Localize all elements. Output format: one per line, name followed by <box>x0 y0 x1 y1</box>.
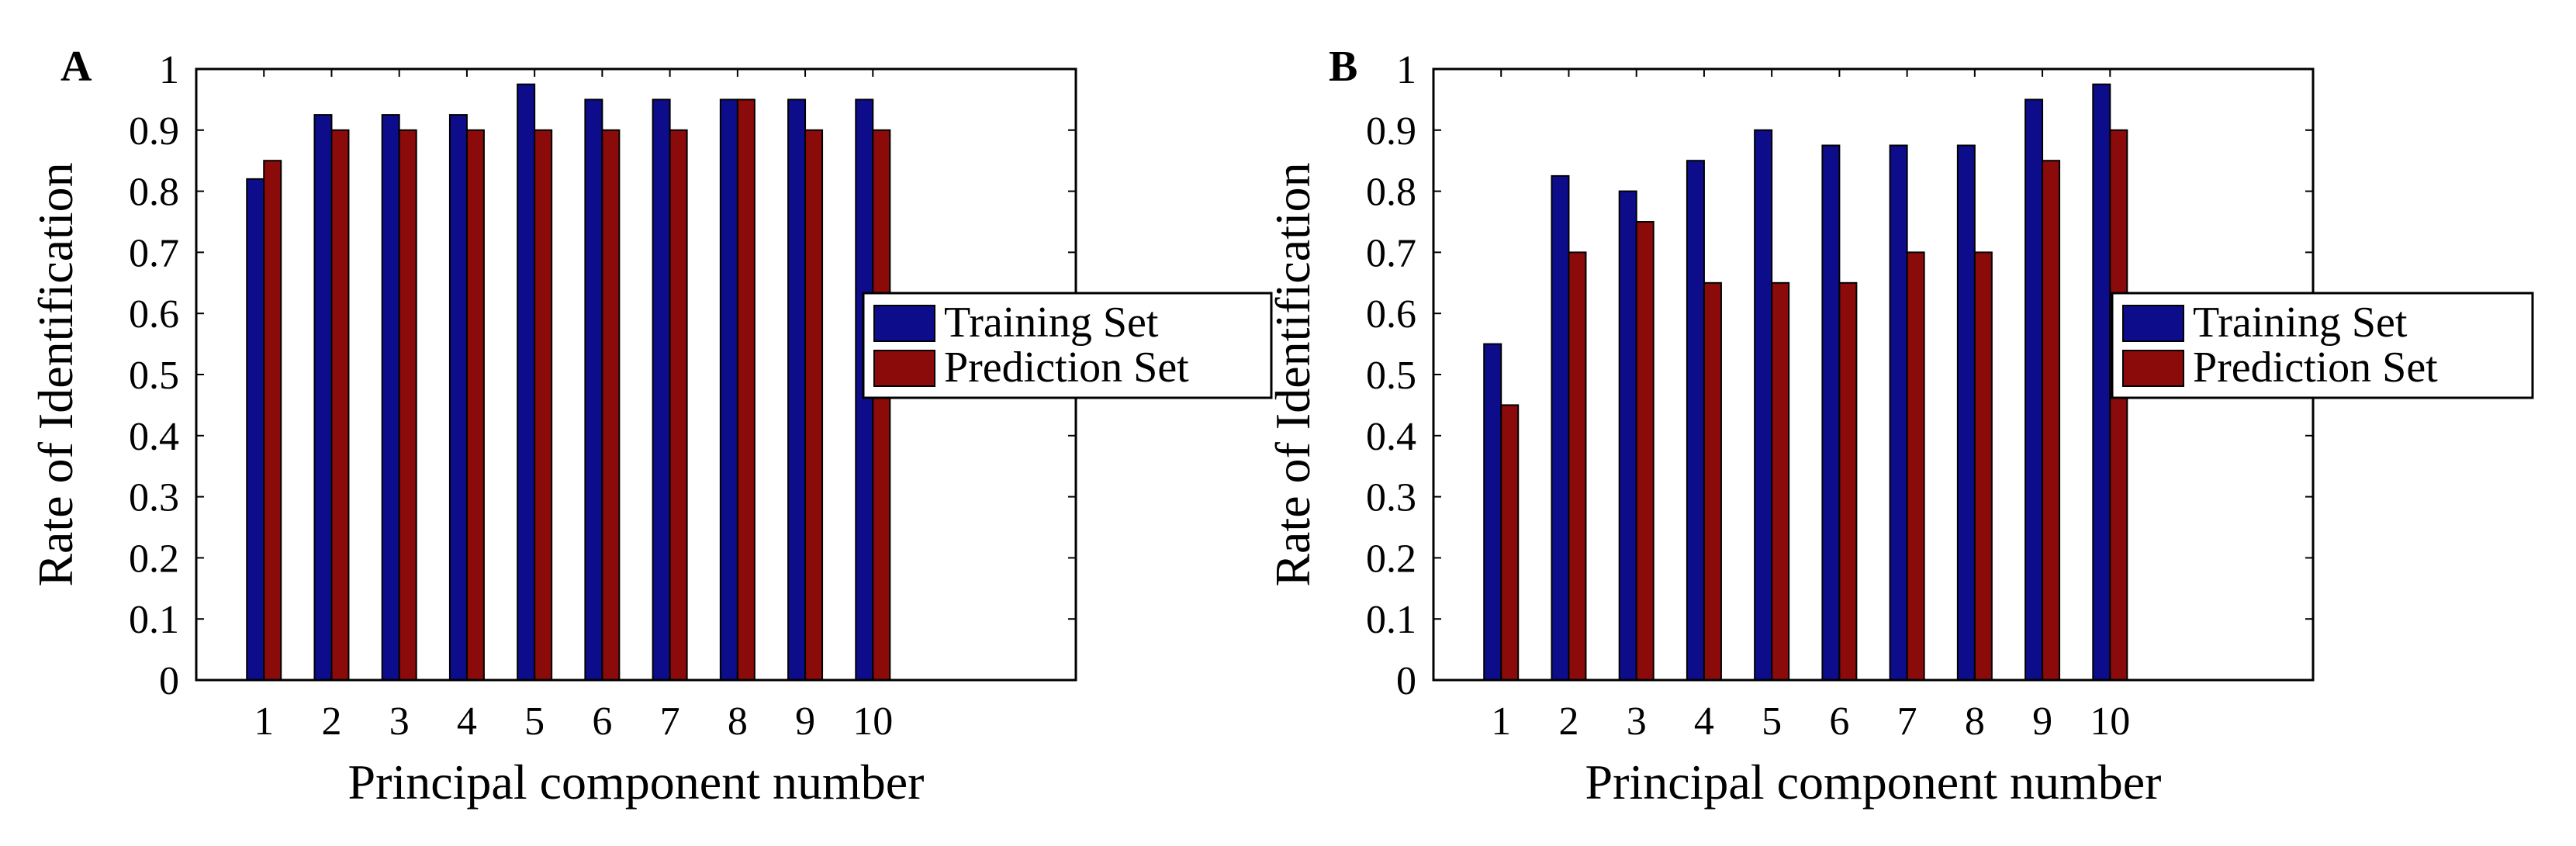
x-axis-label: Principal component number <box>348 754 925 810</box>
panel-a: A 0 0.1 0.2 0.3 0.4 0.5 0.6 0.7 0.8 0.9 1 1 2 3 4 5 6 7 8 9 1… <box>28 43 1273 810</box>
y-axis-label: Rate of Identification <box>28 162 83 586</box>
bar-prediction-6 <box>601 129 621 682</box>
x-tick-label: 2 <box>1558 699 1578 744</box>
y-tick-label: 0.5 <box>1366 354 1416 398</box>
bar-prediction-8 <box>1973 251 1993 681</box>
bar-training-3 <box>381 114 400 682</box>
bar-prediction-4 <box>1703 281 1722 681</box>
x-tick-label: 9 <box>795 699 815 744</box>
x-axis-label: Principal component number <box>1585 754 2162 810</box>
y-tick-label: 0.5 <box>129 354 179 398</box>
bar-prediction-6 <box>1838 281 1858 681</box>
y-tick-label: 1 <box>1396 48 1416 92</box>
x-tick-label: 8 <box>728 699 748 744</box>
panel-letter: A <box>61 43 92 91</box>
bar-prediction-7 <box>669 129 688 682</box>
y-tick-label: 0.7 <box>1366 231 1416 275</box>
bar-prediction-3 <box>398 129 417 682</box>
bar-training-5 <box>517 83 536 681</box>
y-tick-label: 0.2 <box>129 537 179 581</box>
bar-training-6 <box>1821 144 1841 681</box>
x-tick-label: 6 <box>592 699 612 744</box>
y-tick-label: 1 <box>159 48 179 92</box>
legend-swatch-training <box>2122 305 2184 342</box>
bar-prediction-4 <box>465 129 485 682</box>
bar-training-5 <box>1754 129 1773 682</box>
x-tick-label: 3 <box>1627 699 1647 744</box>
x-tick-label: 5 <box>1762 699 1782 744</box>
bar-prediction-9 <box>2042 160 2061 681</box>
y-tick-label: 0.9 <box>129 109 179 154</box>
y-tick-label: 0.4 <box>129 415 179 459</box>
bar-training-3 <box>1618 190 1637 682</box>
y-tick-label: 0.1 <box>129 598 179 642</box>
bar-training-7 <box>652 98 671 681</box>
bar-prediction-7 <box>1906 251 1925 681</box>
bar-training-9 <box>2024 98 2044 681</box>
panel-letter: B <box>1329 43 1357 91</box>
y-tick-label: 0.8 <box>129 171 179 215</box>
y-tick-label: 0.3 <box>129 476 179 520</box>
bar-training-1 <box>246 178 265 681</box>
legend-swatch-prediction <box>873 350 935 387</box>
y-tick-label: 0.8 <box>1366 171 1416 215</box>
y-tick-label: 0.6 <box>1366 292 1416 337</box>
bar-training-6 <box>584 98 603 681</box>
bar-prediction-2 <box>1568 251 1587 681</box>
bar-training-8 <box>719 98 738 681</box>
x-tick-label: 3 <box>389 699 410 744</box>
bar-prediction-3 <box>1635 221 1655 681</box>
y-tick-label: 0 <box>159 659 179 703</box>
x-tick-label: 4 <box>457 699 477 744</box>
bar-prediction-1 <box>263 160 282 681</box>
x-tick-label: 7 <box>1897 699 1917 744</box>
y-tick-label: 0.9 <box>1366 109 1416 154</box>
bar-training-8 <box>1956 144 1976 681</box>
bar-training-9 <box>787 98 807 681</box>
x-tick-label: 10 <box>2090 699 2130 744</box>
y-tick-label: 0.4 <box>1366 415 1416 459</box>
x-tick-label: 1 <box>254 699 274 744</box>
bar-prediction-10 <box>872 129 891 682</box>
y-tick-label: 0.2 <box>1366 537 1416 581</box>
x-tick-label: 1 <box>1491 699 1511 744</box>
y-tick-label: 0 <box>1396 659 1416 703</box>
legend-label-prediction: Prediction Set <box>2193 344 2438 392</box>
bar-prediction-10 <box>2109 129 2128 682</box>
bar-prediction-8 <box>736 98 756 681</box>
bar-prediction-5 <box>1771 281 1790 681</box>
bar-prediction-5 <box>534 129 553 682</box>
bar-training-10 <box>2092 83 2111 681</box>
bar-training-7 <box>1889 144 1908 681</box>
x-tick-label: 5 <box>524 699 545 744</box>
bar-training-4 <box>448 114 468 682</box>
x-tick-label: 10 <box>852 699 893 744</box>
bar-training-1 <box>1483 343 1502 681</box>
legend-label-training: Training Set <box>2193 299 2408 347</box>
x-tick-label: 2 <box>321 699 341 744</box>
panel-b: B 0 0.1 0.2 0.3 0.4 0.5 0.6 0.7 0.8 0.9 1 1 2 3 4 5 6 7 8 9 1… <box>1265 43 2534 810</box>
y-tick-label: 0.1 <box>1366 598 1416 642</box>
y-axis-label: Rate of Identification <box>1265 162 1320 586</box>
x-tick-label: 6 <box>1829 699 1849 744</box>
x-tick-label: 8 <box>1965 699 1985 744</box>
y-tick-label: 0.6 <box>129 292 179 337</box>
y-tick-label: 0.3 <box>1366 476 1416 520</box>
legend-label-training: Training Set <box>944 299 1159 347</box>
bar-training-4 <box>1686 160 1705 681</box>
x-tick-label: 9 <box>2032 699 2052 744</box>
legend-swatch-prediction <box>2122 350 2184 387</box>
bar-prediction-1 <box>1500 404 1520 682</box>
legend-swatch-training <box>873 305 935 342</box>
bar-prediction-2 <box>330 129 350 682</box>
bar-training-2 <box>1551 174 1570 681</box>
y-tick-label: 0.7 <box>129 231 179 275</box>
x-tick-label: 7 <box>660 699 680 744</box>
x-tick-label: 4 <box>1694 699 1714 744</box>
bar-training-2 <box>313 114 333 682</box>
bar-prediction-9 <box>804 129 824 682</box>
legend-label-prediction: Prediction Set <box>944 344 1189 392</box>
